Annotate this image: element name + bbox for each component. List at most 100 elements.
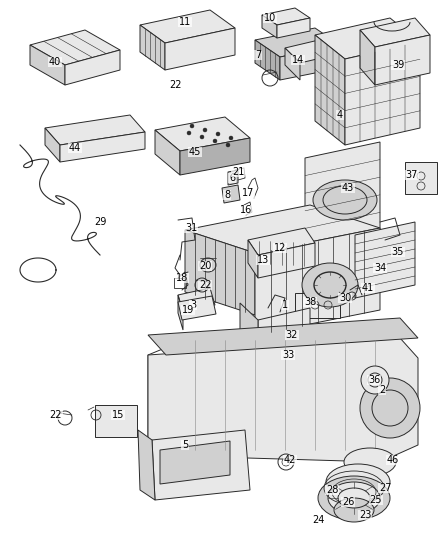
Ellipse shape [360,378,420,438]
Text: 12: 12 [274,243,286,253]
Text: 20: 20 [199,261,211,271]
Polygon shape [315,18,420,59]
Text: 31: 31 [185,223,197,233]
Polygon shape [375,35,430,85]
Polygon shape [152,430,250,500]
Ellipse shape [302,263,358,307]
Polygon shape [185,230,255,315]
Polygon shape [45,128,60,162]
Text: 46: 46 [387,455,399,465]
Text: 21: 21 [232,167,244,177]
Ellipse shape [344,448,396,476]
Polygon shape [255,40,280,80]
Polygon shape [185,205,380,253]
Text: 39: 39 [392,60,404,70]
Ellipse shape [216,132,220,136]
Polygon shape [258,308,310,382]
Polygon shape [355,222,415,298]
Polygon shape [262,8,310,25]
Text: 27: 27 [379,483,391,493]
Polygon shape [222,185,240,203]
Polygon shape [255,228,380,335]
Polygon shape [155,117,250,151]
Bar [95,405,137,437]
Polygon shape [60,132,145,162]
Text: 32: 32 [286,330,298,340]
Text: 15: 15 [112,410,124,420]
Text: 41: 41 [362,283,374,293]
Text: 43: 43 [342,183,354,193]
Text: 1: 1 [282,300,288,310]
Text: 30: 30 [339,293,351,303]
Polygon shape [30,45,65,85]
Text: 22: 22 [170,80,182,90]
Ellipse shape [361,366,389,394]
Text: 17: 17 [242,188,254,198]
Polygon shape [258,243,315,278]
Text: 6: 6 [229,173,235,183]
Polygon shape [277,18,310,38]
Ellipse shape [328,482,380,514]
Polygon shape [280,45,340,80]
Polygon shape [30,30,120,65]
Ellipse shape [229,136,233,140]
Polygon shape [140,25,165,70]
Polygon shape [315,35,345,145]
Bar [295,293,340,318]
Polygon shape [160,441,230,484]
Polygon shape [148,338,418,462]
Text: 28: 28 [326,485,338,495]
Polygon shape [248,228,315,255]
Polygon shape [240,303,258,382]
Text: 5: 5 [182,440,188,450]
Polygon shape [178,295,183,330]
Polygon shape [228,170,238,185]
Polygon shape [178,288,215,312]
Text: 13: 13 [257,255,269,265]
Polygon shape [178,296,216,320]
Text: 33: 33 [282,350,294,360]
Text: 36: 36 [368,375,380,385]
Text: 3: 3 [190,300,196,310]
Text: 42: 42 [284,455,296,465]
Ellipse shape [187,131,191,135]
Polygon shape [148,318,418,355]
Text: 8: 8 [224,190,230,200]
Text: 7: 7 [255,50,261,60]
Ellipse shape [313,180,377,220]
Text: 14: 14 [292,55,304,65]
Polygon shape [138,430,155,500]
Bar [405,162,437,194]
Text: 2: 2 [379,385,385,395]
Polygon shape [360,30,375,85]
Polygon shape [255,28,340,57]
Text: 37: 37 [406,170,418,180]
Ellipse shape [190,124,194,128]
Ellipse shape [334,498,374,522]
Text: 24: 24 [312,515,324,525]
Text: 40: 40 [49,57,61,67]
Polygon shape [165,28,235,70]
Ellipse shape [318,476,390,520]
Text: 29: 29 [94,217,106,227]
Text: 16: 16 [240,205,252,215]
Text: 25: 25 [370,495,382,505]
Polygon shape [180,138,250,175]
Polygon shape [262,15,277,38]
Polygon shape [45,115,145,145]
Polygon shape [140,10,235,43]
Polygon shape [248,240,258,278]
Text: 44: 44 [69,143,81,153]
Polygon shape [240,343,290,377]
Ellipse shape [213,139,217,143]
Ellipse shape [326,464,390,500]
Text: 26: 26 [342,497,354,507]
Polygon shape [285,35,355,63]
Text: 4: 4 [337,110,343,120]
Text: 22: 22 [199,280,211,290]
Text: 19: 19 [182,305,194,315]
Text: 38: 38 [304,297,316,307]
Polygon shape [360,18,430,47]
Polygon shape [155,130,180,175]
Ellipse shape [203,128,207,132]
